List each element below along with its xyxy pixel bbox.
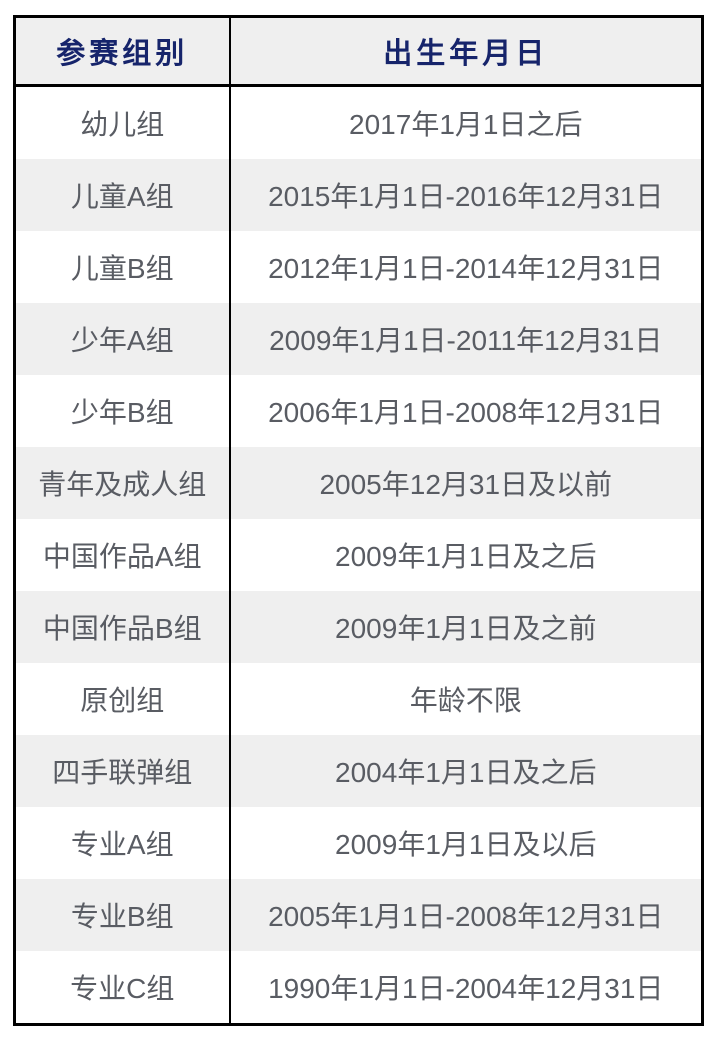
birth-cell: 2005年1月1日-2008年12月31日 [228,879,703,951]
group-cell: 四手联弹组 [14,735,230,807]
birth-cell: 2012年1月1日-2014年12月31日 [228,231,703,303]
table-row: 专业B组 2005年1月1日-2008年12月31日 [14,879,703,951]
group-cell: 儿童A组 [14,159,230,231]
group-cell: 专业B组 [14,879,230,951]
table-row: 幼儿组 2017年1月1日之后 [14,85,703,159]
group-cell: 专业C组 [14,951,230,1025]
table-row: 四手联弹组 2004年1月1日及之后 [14,735,703,807]
birth-cell: 2009年1月1日及之后 [228,519,703,591]
birth-cell: 2009年1月1日及以后 [228,807,703,879]
group-cell: 中国作品B组 [14,591,230,663]
group-cell: 少年A组 [14,303,230,375]
table-row: 少年A组 2009年1月1日-2011年12月31日 [14,303,703,375]
group-cell: 儿童B组 [14,231,230,303]
registration-groups-table: 参赛组别 出生年月日 幼儿组 2017年1月1日之后 儿童A组 2015年1月1… [13,15,704,1026]
header-cell-group: 参赛组别 [14,16,230,87]
birth-cell: 2006年1月1日-2008年12月31日 [228,375,703,447]
group-cell: 幼儿组 [14,85,230,159]
group-cell: 中国作品A组 [14,519,230,591]
table-row: 专业A组 2009年1月1日及以后 [14,807,703,879]
birth-cell: 2009年1月1日及之前 [228,591,703,663]
table-row: 中国作品B组 2009年1月1日及之前 [14,591,703,663]
table-row: 儿童A组 2015年1月1日-2016年12月31日 [14,159,703,231]
header-row: 参赛组别 出生年月日 [14,16,703,87]
group-cell: 少年B组 [14,375,230,447]
birth-cell: 2009年1月1日-2011年12月31日 [228,303,703,375]
birth-cell: 2017年1月1日之后 [228,85,703,159]
table-row: 原创组 年龄不限 [14,663,703,735]
table-row: 少年B组 2006年1月1日-2008年12月31日 [14,375,703,447]
birth-cell: 2015年1月1日-2016年12月31日 [228,159,703,231]
birth-cell: 1990年1月1日-2004年12月31日 [228,951,703,1025]
table-row: 儿童B组 2012年1月1日-2014年12月31日 [14,231,703,303]
group-cell: 专业A组 [14,807,230,879]
table-row: 专业C组 1990年1月1日-2004年12月31日 [14,951,703,1025]
group-cell: 青年及成人组 [14,447,230,519]
table-row: 中国作品A组 2009年1月1日及之后 [14,519,703,591]
table-row: 青年及成人组 2005年12月31日及以前 [14,447,703,519]
group-cell: 原创组 [14,663,230,735]
birth-cell: 2004年1月1日及之后 [228,735,703,807]
birth-cell: 2005年12月31日及以前 [228,447,703,519]
header-cell-birth: 出生年月日 [228,16,703,87]
birth-cell: 年龄不限 [228,663,703,735]
table-body: 幼儿组 2017年1月1日之后 儿童A组 2015年1月1日-2016年12月3… [14,85,703,1025]
table-header: 参赛组别 出生年月日 [14,16,703,87]
